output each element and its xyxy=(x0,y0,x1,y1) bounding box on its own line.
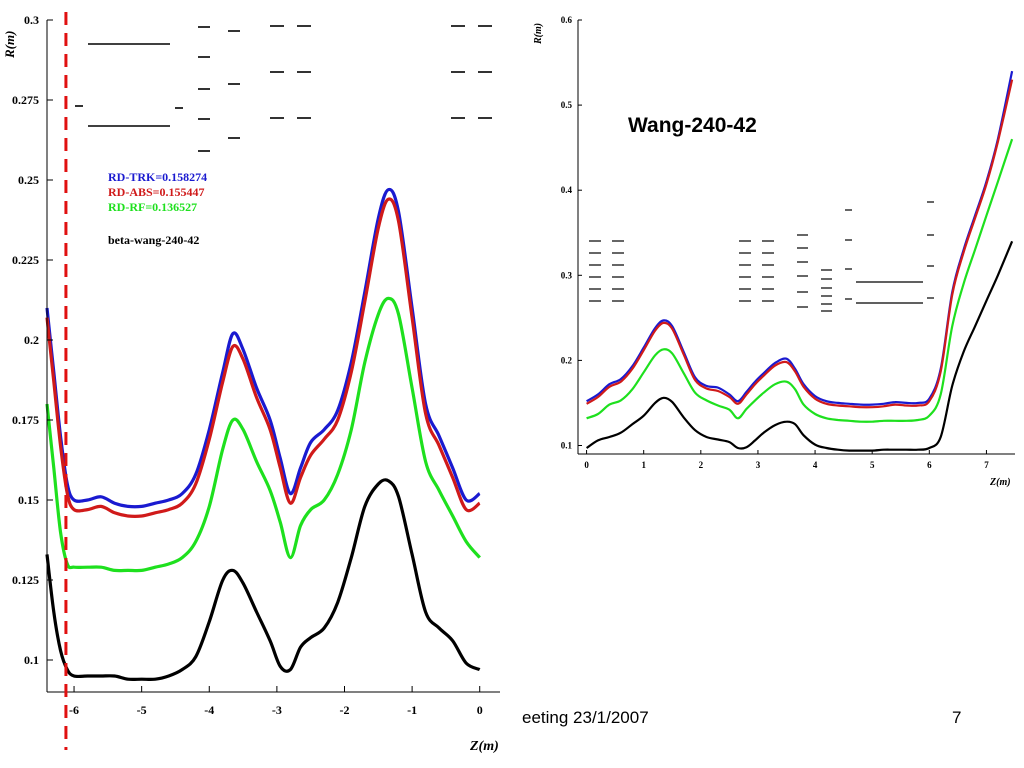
right-y-tick-label: 0.6 xyxy=(561,15,573,25)
left-chart: 0.1 0.125 0.15 0.175 0.2 0.225 0.25 0.275 0.3 -6 -… xyxy=(2,12,500,754)
right-y-tick-label: 0.4 xyxy=(561,185,573,195)
right-series-rf-line xyxy=(586,138,1014,423)
left-x-tick-label: -2 xyxy=(339,703,349,717)
left-x-tick-label: -6 xyxy=(69,703,79,717)
right-x-tick-label: 2 xyxy=(699,460,704,470)
left-series-abs-line xyxy=(45,197,481,518)
left-series-beta-line xyxy=(45,478,481,682)
left-y-tick-label: 0.225 xyxy=(12,253,39,267)
footer-meeting-text: eeting 23/1/2007 xyxy=(522,708,649,727)
right-y-tick-label: 0.2 xyxy=(561,355,573,365)
left-legend: RD-TRK=0.158274 RD-ABS=0.155447 RD-RF=0.… xyxy=(108,170,207,247)
right-x-tick-label: 6 xyxy=(927,460,932,470)
left-hardware-markers xyxy=(75,25,492,152)
right-x-tick-label: 0 xyxy=(584,460,589,470)
left-series-rf-line xyxy=(45,296,481,573)
left-x-tick-label: -5 xyxy=(137,703,147,717)
right-y-tick-label: 0.5 xyxy=(561,100,573,110)
legend-entry-trk: RD-TRK=0.158274 xyxy=(108,170,207,184)
left-y-tick-label: 0.15 xyxy=(18,493,39,507)
right-y-axis-label: R(m) xyxy=(533,23,544,45)
left-x-tick-label: -1 xyxy=(407,703,417,717)
legend-entry-abs: RD-ABS=0.155447 xyxy=(108,185,205,199)
left-series-group xyxy=(45,187,481,682)
footer-page-number: 7 xyxy=(952,708,962,727)
right-axes: 0.1 0.2 0.3 0.4 0.5 0.6 0 1 2 3 4 5 6 7 xyxy=(561,15,1015,470)
left-axes: 0.1 0.125 0.15 0.175 0.2 0.225 0.25 0.275 0.3 -6 -… xyxy=(12,13,500,717)
right-series-beta-line xyxy=(585,240,1014,452)
left-y-tick-label: 0.125 xyxy=(12,573,39,587)
right-series-abs-line xyxy=(586,79,1014,409)
right-x-axis-label: Z(m) xyxy=(989,477,1011,488)
right-x-tick-label: 5 xyxy=(870,460,875,470)
left-x-tick-label: -3 xyxy=(272,703,282,717)
right-chart: 0.1 0.2 0.3 0.4 0.5 0.6 0 1 2 3 4 5 6 7 Wang-240-42 Z… xyxy=(533,15,1015,488)
legend-note-beta: beta-wang-240-42 xyxy=(108,233,199,247)
legend-entry-rf: RD-RF=0.136527 xyxy=(108,200,197,214)
left-y-tick-label: 0.3 xyxy=(24,13,39,27)
right-x-tick-label: 1 xyxy=(641,460,646,470)
left-y-tick-label: 0.2 xyxy=(24,333,39,347)
left-y-tick-label: 0.175 xyxy=(12,413,39,427)
left-y-tick-label: 0.25 xyxy=(18,173,39,187)
right-series-group xyxy=(585,70,1014,452)
right-x-tick-label: 3 xyxy=(756,460,761,470)
left-x-axis-label: Z(m) xyxy=(469,739,499,754)
left-y-axis-label: R(m) xyxy=(2,31,17,59)
left-y-tick-label: 0.275 xyxy=(12,93,39,107)
left-y-tick-label: 0.1 xyxy=(24,653,39,667)
left-x-tick-label: 0 xyxy=(477,703,483,717)
right-y-tick-label: 0.3 xyxy=(561,270,573,280)
right-x-tick-label: 4 xyxy=(813,460,818,470)
left-x-tick-label: -4 xyxy=(204,703,214,717)
right-y-tick-label: 0.1 xyxy=(561,440,573,450)
right-x-tick-label: 7 xyxy=(984,460,989,470)
right-chart-title: Wang-240-42 xyxy=(628,114,757,137)
right-hardware-markers xyxy=(589,201,934,312)
